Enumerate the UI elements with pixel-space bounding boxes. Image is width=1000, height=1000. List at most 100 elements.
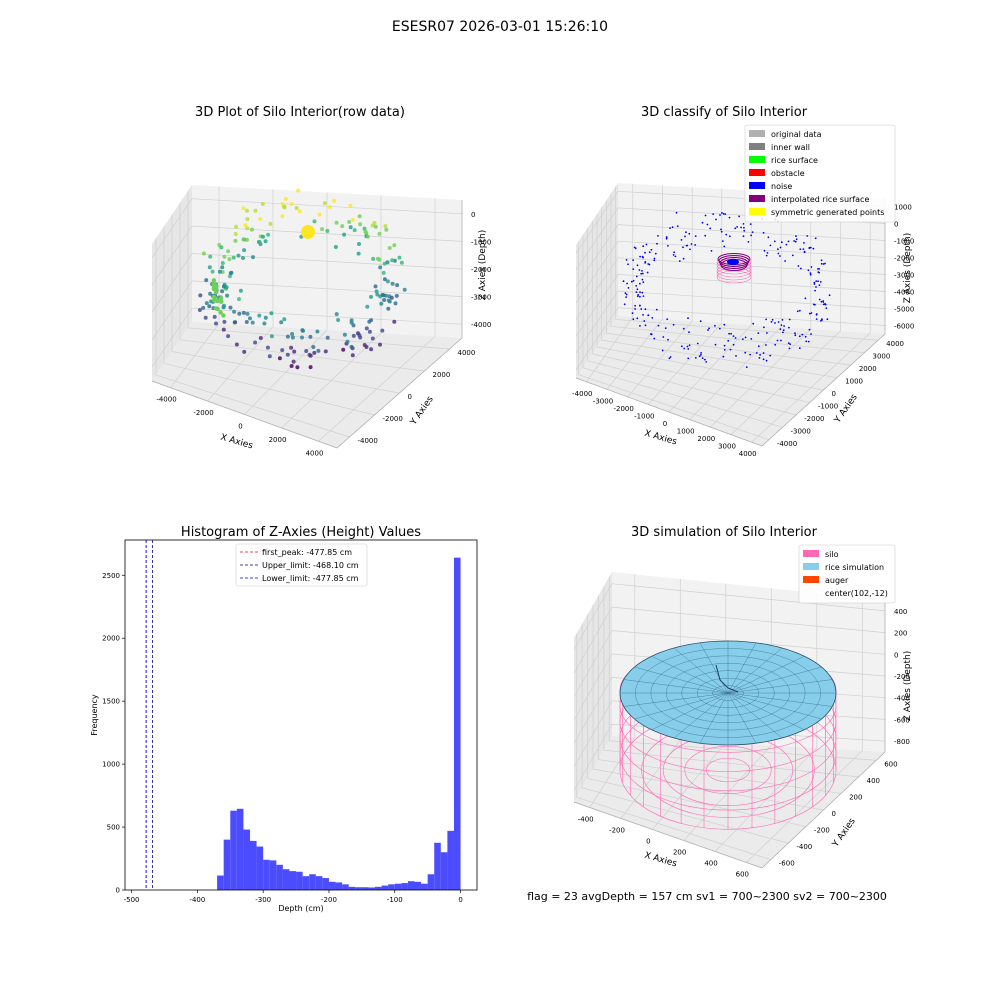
noise-point <box>643 320 646 322</box>
histogram-bar <box>263 859 270 890</box>
noise-point <box>810 312 813 314</box>
noise-point <box>676 225 679 228</box>
grid-line <box>151 280 463 341</box>
data-point <box>233 238 238 243</box>
noise-point <box>709 227 712 230</box>
data-point <box>220 289 225 294</box>
x-tick-label: -200 <box>609 827 625 835</box>
grid-line <box>244 192 328 415</box>
noise-point <box>780 241 783 244</box>
noise-point <box>627 287 630 289</box>
data-point <box>312 219 317 224</box>
x-tick-label: -2000 <box>613 405 633 413</box>
noise-point <box>744 351 747 354</box>
noise-point <box>782 329 785 332</box>
data-point <box>237 311 242 316</box>
noise-point <box>642 256 644 259</box>
legend-label: inner wall <box>771 143 810 152</box>
rice-mesh <box>673 647 729 694</box>
z-tick-label: -5000 <box>894 306 914 314</box>
data-point <box>268 221 273 226</box>
data-point <box>269 311 274 316</box>
data-point <box>383 224 388 229</box>
histogram-bar <box>401 883 408 890</box>
noise-point <box>732 335 735 337</box>
noise-point <box>719 214 721 216</box>
data-point <box>245 208 249 213</box>
histogram-bar <box>309 874 316 890</box>
data-point <box>350 353 355 358</box>
noise-point <box>687 348 690 350</box>
histogram-bar <box>375 886 382 890</box>
noise-point <box>752 322 755 325</box>
data-point <box>228 271 233 276</box>
z-tick-label: -1000 <box>471 238 491 246</box>
noise-point <box>793 240 795 242</box>
grid-line <box>746 597 863 863</box>
noise-point <box>741 338 744 340</box>
histogram-bar <box>342 884 349 890</box>
data-point <box>334 312 339 317</box>
data-point <box>336 318 341 322</box>
noise-point <box>749 223 752 226</box>
noise-point <box>813 281 816 284</box>
noise-point <box>639 304 641 307</box>
y-tick-label: -200 <box>814 827 830 835</box>
noise-point <box>653 259 656 262</box>
grid-line <box>598 759 842 794</box>
grid-line <box>730 195 841 435</box>
noise-point <box>635 285 638 287</box>
legend-label: noise <box>771 182 792 191</box>
data-point <box>380 328 385 333</box>
noise-point <box>795 238 798 241</box>
grid-line <box>155 374 350 438</box>
y-axis-label: Y Axies <box>408 394 436 427</box>
data-point <box>244 320 249 324</box>
data-point <box>374 289 379 294</box>
data-point <box>378 342 382 347</box>
data-point <box>373 284 378 289</box>
noise-point <box>701 221 704 224</box>
noise-point <box>826 318 829 321</box>
noise-point <box>809 246 812 249</box>
noise-point <box>707 329 709 331</box>
data-point <box>308 334 313 339</box>
noise-point <box>725 233 728 236</box>
noise-point <box>765 254 768 257</box>
rice-mesh <box>623 692 729 707</box>
grid-line <box>578 374 769 441</box>
noise-point <box>762 231 765 234</box>
y-tick-label: 0 <box>116 887 120 895</box>
panel-simulation: 3D simulation of Silo Interior -400-2000… <box>573 525 913 879</box>
noise-point <box>759 354 761 356</box>
rice-mesh <box>651 656 729 694</box>
noise-point <box>770 321 773 323</box>
data-point <box>241 256 245 260</box>
z-axis-label: Z Axies (Depth) <box>903 233 913 304</box>
data-point <box>233 232 238 236</box>
noise-point <box>745 366 748 368</box>
data-point <box>211 295 217 300</box>
y-tick-label: 0 <box>832 390 836 398</box>
x-tick-label: 0 <box>663 420 667 428</box>
noise-point <box>757 345 760 348</box>
legend-swatch <box>749 169 765 176</box>
noise-point <box>782 331 784 334</box>
y-tick-label: 2000 <box>859 365 877 373</box>
noise-point <box>819 281 822 283</box>
noise-point <box>657 235 659 237</box>
data-point <box>257 313 262 318</box>
noise-point <box>779 246 782 249</box>
data-point <box>345 339 350 344</box>
y-tick-label: 0 <box>832 810 836 818</box>
x-tick-label: -4000 <box>572 390 592 398</box>
noise-point <box>805 340 808 343</box>
noise-point <box>776 339 779 342</box>
z-tick-label: 200 <box>894 630 907 638</box>
noise-point <box>769 244 772 247</box>
noise-point <box>814 289 816 292</box>
z-tick-label: -3000 <box>894 272 914 280</box>
data-point <box>373 224 378 229</box>
histogram-bar <box>328 881 336 890</box>
noise-point <box>632 279 635 282</box>
